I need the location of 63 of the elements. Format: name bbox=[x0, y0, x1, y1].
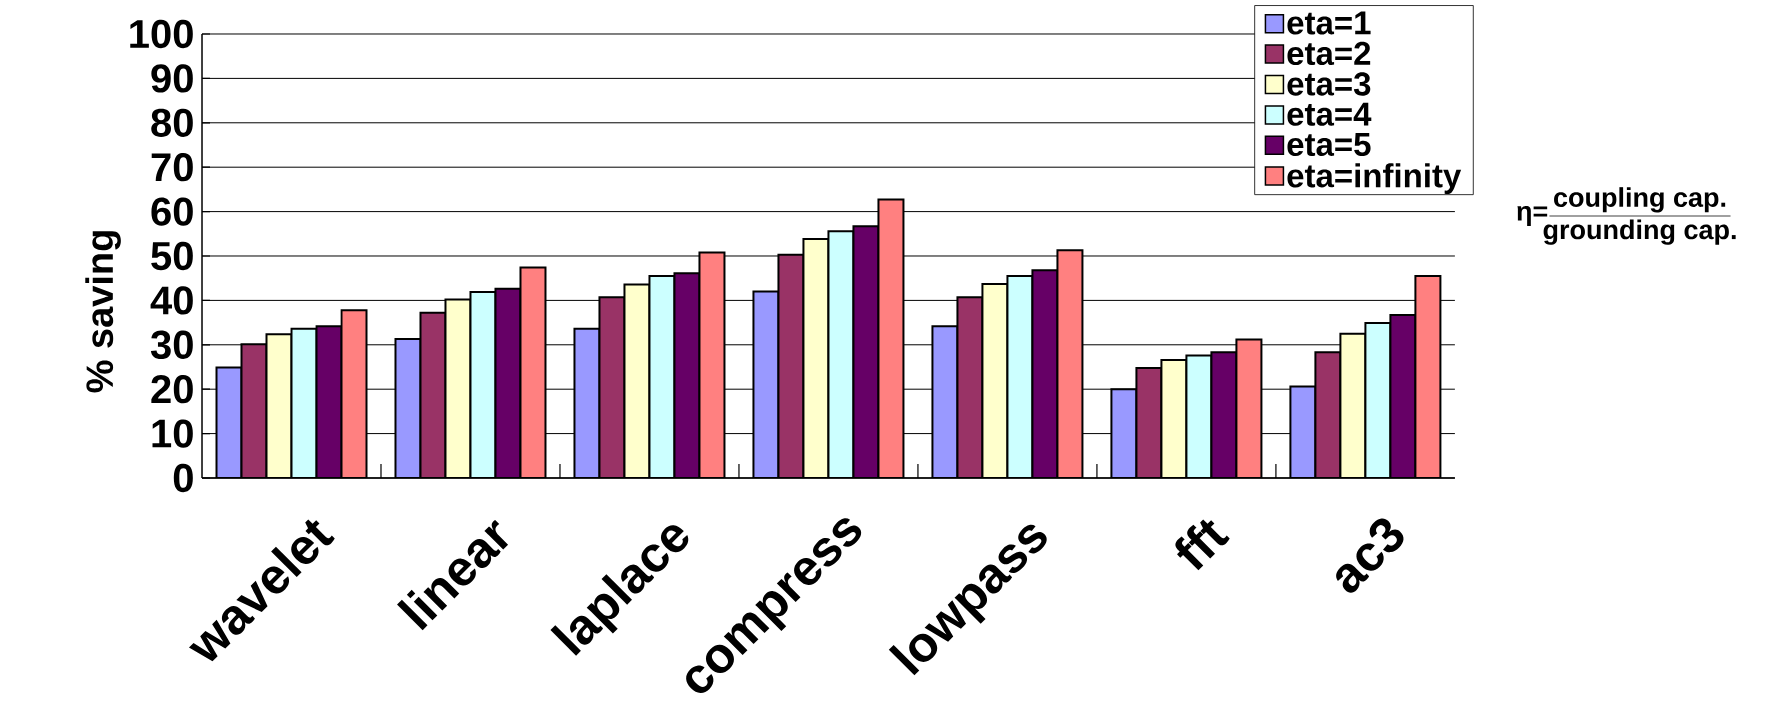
bar bbox=[1339, 332, 1367, 478]
bar bbox=[956, 296, 984, 478]
y-tick-label: 0 bbox=[173, 463, 193, 493]
bar bbox=[1210, 351, 1238, 478]
y-tick-label: 80 bbox=[151, 108, 193, 137]
text: coupling cap. bbox=[1554, 187, 1726, 213]
legend-label: eta=infinity bbox=[1287, 163, 1462, 194]
legend-label: eta=4 bbox=[1287, 102, 1372, 126]
bar bbox=[315, 325, 343, 478]
bar bbox=[931, 325, 959, 478]
bar bbox=[1160, 358, 1188, 478]
legend-label: eta=2 bbox=[1287, 41, 1371, 66]
bar bbox=[240, 343, 268, 478]
bar bbox=[1364, 322, 1392, 478]
bar bbox=[802, 238, 830, 478]
y-tick-label: 20 bbox=[151, 375, 193, 404]
bar bbox=[1289, 385, 1317, 478]
y-tick-label: 10 bbox=[152, 419, 193, 448]
y-tick-label: 100 bbox=[130, 19, 193, 49]
y-tick-label: 90 bbox=[151, 64, 193, 93]
y-tick-label: 40 bbox=[150, 286, 193, 315]
bar bbox=[1314, 351, 1342, 478]
bar bbox=[1135, 366, 1163, 478]
legend-label: eta=1 bbox=[1287, 11, 1371, 35]
bar bbox=[827, 230, 855, 478]
bar bbox=[877, 198, 905, 478]
bar bbox=[598, 296, 626, 478]
bar bbox=[1235, 338, 1263, 478]
bar bbox=[573, 327, 601, 478]
bar bbox=[419, 311, 447, 478]
bar bbox=[777, 253, 805, 478]
bar bbox=[265, 333, 293, 478]
legend-label: eta=5 bbox=[1287, 133, 1371, 157]
bar bbox=[1056, 249, 1084, 478]
bar bbox=[1185, 354, 1213, 478]
bar bbox=[519, 266, 547, 478]
bar bbox=[698, 251, 726, 478]
bar bbox=[981, 282, 1009, 478]
bar bbox=[1389, 314, 1417, 478]
bar bbox=[673, 272, 701, 478]
bar bbox=[1414, 274, 1442, 478]
bar bbox=[444, 298, 472, 478]
legend-label: eta=3 bbox=[1287, 72, 1371, 96]
bar bbox=[340, 309, 368, 478]
y-tick-label: 50 bbox=[151, 241, 193, 271]
bar bbox=[494, 287, 522, 478]
bar bbox=[852, 225, 880, 478]
bar bbox=[752, 290, 780, 478]
bar bbox=[623, 283, 651, 478]
y-axis-title: % saving bbox=[85, 231, 121, 393]
bar bbox=[290, 327, 318, 478]
bar bbox=[1006, 274, 1034, 478]
bar bbox=[1031, 269, 1059, 478]
bar bbox=[648, 274, 676, 478]
bar bbox=[1110, 388, 1138, 478]
x-tick-label: fft bbox=[1175, 519, 1230, 571]
bar bbox=[394, 338, 422, 478]
y-tick-label: 60 bbox=[151, 197, 193, 226]
y-tick-label: 30 bbox=[150, 330, 193, 359]
y-tick-label: 70 bbox=[151, 153, 193, 182]
bar bbox=[469, 290, 497, 478]
x-tick-label: ac3 bbox=[1336, 518, 1404, 593]
bar bbox=[215, 366, 243, 478]
